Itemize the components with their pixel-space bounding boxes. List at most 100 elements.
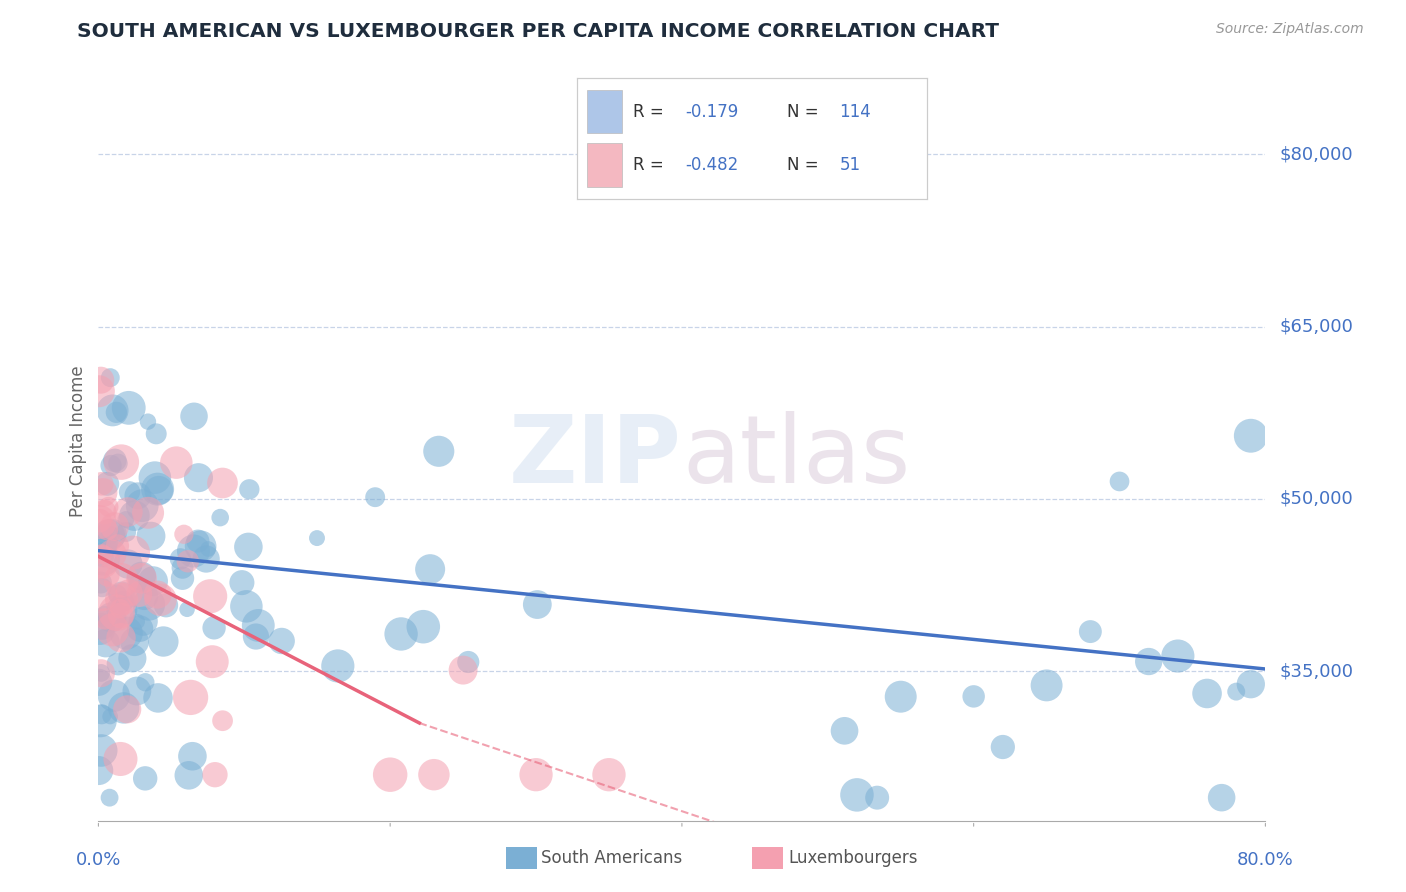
Point [89, 714, 111, 728]
Point [103, 689, 125, 703]
Point [165, 456, 187, 470]
Point [364, 490, 387, 504]
Text: atlas: atlas [682, 410, 910, 503]
Point [1195, 686, 1218, 700]
Point [110, 608, 132, 623]
Point [127, 615, 149, 629]
Point [247, 618, 270, 632]
Text: $50,000: $50,000 [1279, 490, 1353, 508]
Point [101, 547, 124, 561]
Point [110, 455, 132, 469]
Point [890, 690, 912, 704]
Point [180, 690, 202, 705]
Point [1035, 678, 1057, 692]
Point [93, 505, 115, 519]
Text: $80,000: $80,000 [1279, 145, 1353, 163]
Point [136, 506, 159, 520]
Point [101, 623, 124, 637]
Point [177, 554, 200, 568]
Point [100, 526, 122, 541]
Text: South Americans: South Americans [541, 849, 682, 867]
Point [89, 515, 111, 529]
Point [90, 373, 112, 387]
Point [143, 470, 166, 484]
Text: 0.0%: 0.0% [76, 851, 121, 869]
Point [110, 574, 132, 588]
Point [846, 788, 869, 802]
Point [1211, 790, 1233, 805]
Point [1080, 624, 1102, 639]
Text: Source: ZipAtlas.com: Source: ZipAtlas.com [1216, 22, 1364, 37]
Point [91, 581, 114, 595]
Point [100, 610, 122, 624]
Point [110, 631, 132, 645]
Point [89, 623, 111, 637]
Point [451, 663, 474, 677]
Point [90, 476, 112, 491]
Point [117, 557, 139, 571]
Point [173, 527, 195, 541]
Point [131, 571, 153, 585]
Point [96, 523, 118, 537]
Point [139, 529, 162, 543]
Point [127, 489, 149, 503]
Point [103, 519, 125, 533]
Point [128, 587, 150, 601]
Point [90, 666, 112, 681]
Point [457, 655, 479, 669]
Point [94, 636, 117, 650]
Text: Luxembourgers: Luxembourgers [789, 849, 918, 867]
Point [132, 614, 155, 628]
Point [110, 592, 132, 607]
Point [90, 665, 112, 680]
Point [177, 768, 200, 782]
Point [148, 483, 170, 498]
Point [90, 555, 112, 569]
Point [91, 552, 114, 566]
Point [176, 602, 198, 616]
Point [1108, 475, 1130, 489]
Point [198, 589, 221, 603]
Point [238, 540, 260, 554]
Point [100, 528, 122, 542]
Point [97, 500, 120, 514]
Point [1240, 677, 1263, 691]
Point [110, 752, 132, 766]
Point [209, 510, 232, 524]
Point [107, 539, 129, 553]
Point [90, 707, 112, 722]
Point [146, 588, 169, 602]
Point [305, 531, 328, 545]
Point [190, 539, 212, 553]
Point [105, 405, 128, 419]
Point [107, 456, 129, 470]
Point [117, 505, 139, 519]
Point [87, 384, 110, 399]
Point [111, 588, 134, 602]
Point [380, 767, 402, 781]
Point [124, 634, 146, 648]
Point [598, 767, 620, 781]
Point [231, 575, 253, 590]
Point [962, 690, 984, 704]
Point [1137, 655, 1160, 669]
Point [90, 619, 112, 633]
Point [419, 562, 441, 576]
Point [412, 620, 434, 634]
Point [96, 537, 118, 551]
Point [112, 701, 135, 715]
Point [121, 651, 143, 665]
Point [270, 634, 292, 648]
Text: $35,000: $35,000 [1279, 662, 1354, 681]
Point [96, 476, 118, 491]
Point [389, 627, 412, 641]
Point [118, 484, 141, 499]
Point [181, 749, 204, 764]
Point [183, 409, 205, 424]
Point [136, 415, 159, 429]
Point [155, 599, 177, 613]
Text: $65,000: $65,000 [1279, 318, 1353, 335]
Point [115, 626, 138, 640]
Point [211, 475, 233, 490]
Point [122, 546, 145, 560]
